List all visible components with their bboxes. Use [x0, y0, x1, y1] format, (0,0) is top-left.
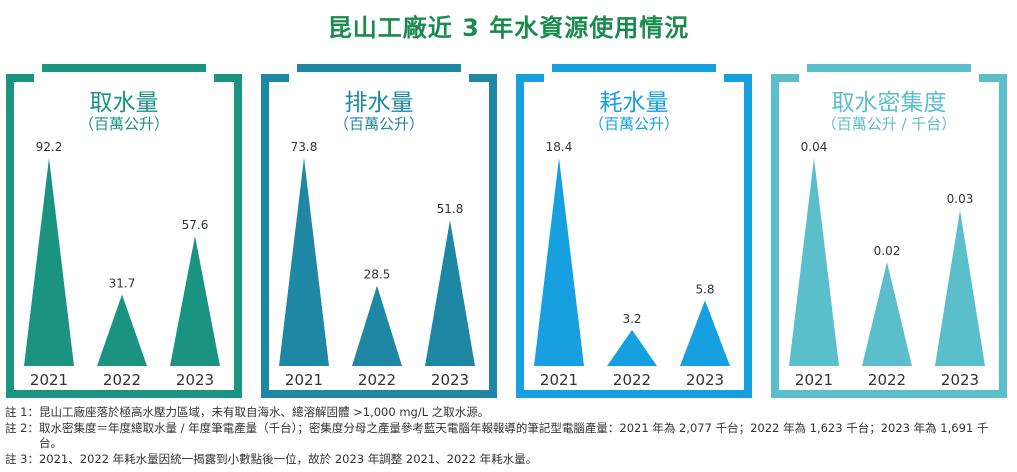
- chart-panel-water-consumption: 耗水量（百萬公升） 18.4 2021 3.2 2022 5.8 2023: [516, 64, 752, 398]
- triangle-bar: [607, 329, 657, 366]
- panel-unit: （百萬公升）: [79, 115, 169, 133]
- data-label: 73.8: [291, 140, 318, 154]
- panel-unit: （百萬公升）: [334, 115, 424, 133]
- category-label: 2021: [285, 371, 323, 389]
- panel-unit: （百萬公升 / 千台）: [822, 115, 957, 133]
- footnote-text: 2021、2022 年耗水量因統一揭露到小數點後一位，故於 2023 年調整 2…: [38, 451, 538, 466]
- triangle-bar: [789, 158, 839, 366]
- triangle-bar: [24, 158, 74, 366]
- panel-title: 取水量: [90, 90, 159, 116]
- category-label: 2022: [868, 371, 906, 389]
- data-label: 5.8: [695, 282, 714, 296]
- category-label: 2021: [795, 371, 833, 389]
- data-label: 57.6: [182, 218, 209, 232]
- category-label: 2023: [686, 371, 724, 389]
- triangle-bar: [935, 210, 985, 366]
- triangle-bar: [680, 300, 730, 366]
- data-label: 28.5: [364, 268, 391, 282]
- panel-inner: [269, 72, 489, 390]
- triangle-bar: [170, 236, 220, 366]
- category-label: 2023: [431, 371, 469, 389]
- panel-inner: [524, 72, 744, 390]
- data-label: 31.7: [109, 276, 136, 290]
- category-label: 2023: [176, 371, 214, 389]
- footnote-2: 註 2： 取水密集度＝年度總取水量 / 年度筆電產量（千台）；密集度分母之產量參…: [5, 421, 1010, 452]
- footnote-text: 昆山工廠座落於極高水壓力區域，未有取自海水、總溶解固體 >1,000 mg/L …: [38, 405, 490, 419]
- panel-title: 耗水量: [600, 90, 669, 116]
- category-label: 2022: [103, 371, 141, 389]
- panel-title: 取水密集度: [832, 90, 947, 116]
- panel-title: 排水量: [345, 90, 414, 116]
- data-label: 51.8: [437, 202, 464, 216]
- triangle-bar: [279, 158, 329, 366]
- footnotes: 註 1： 昆山工廠座落於極高水壓力區域，未有取自海水、總溶解固體 >1,000 …: [5, 405, 1010, 467]
- data-label: 0.04: [801, 140, 828, 154]
- footnote-1: 註 1： 昆山工廠座落於極高水壓力區域，未有取自海水、總溶解固體 >1,000 …: [5, 405, 1010, 421]
- chart-panel-water-discharge: 排水量（百萬公升） 73.8 2021 28.5 2022 51.8 2023: [261, 64, 497, 398]
- triangle-bar: [425, 220, 475, 366]
- panel-inner: [14, 72, 234, 390]
- chart-panel-withdrawal-intensity: 取水密集度（百萬公升 / 千台） 0.04 2021 0.02 2022 0.03 2023: [771, 64, 1007, 398]
- triangle-bar: [534, 158, 584, 366]
- footnote-marker: 註 3：: [5, 451, 39, 466]
- category-label: 2022: [613, 371, 651, 389]
- data-label: 3.2: [622, 312, 641, 326]
- triangle-bar: [862, 262, 912, 366]
- chart-panel-water-withdrawal: 取水量（百萬公升） 92.2 2021 31.7 2022 57.6 2023: [6, 64, 242, 398]
- data-label: 0.03: [947, 192, 974, 206]
- data-label: 18.4: [546, 140, 573, 154]
- page-title: 昆山工廠近 3 年水資源使用情況: [327, 14, 690, 42]
- footnote-3: 註 3： 2021、2022 年耗水量因統一揭露到小數點後一位，故於 2023 …: [5, 452, 1010, 468]
- category-label: 2023: [941, 371, 979, 389]
- category-label: 2022: [358, 371, 396, 389]
- category-label: 2021: [30, 371, 68, 389]
- footnote-text: 取水密集度＝年度總取水量 / 年度筆電產量（千台）；密集度分母之產量參考藍天電腦…: [38, 420, 989, 451]
- panel-unit: （百萬公升）: [589, 115, 679, 133]
- data-label: 0.02: [874, 244, 901, 258]
- footnote-marker: 註 2：: [5, 420, 39, 435]
- data-label: 92.2: [36, 140, 63, 154]
- triangle-bar: [352, 285, 402, 366]
- triangle-bar: [97, 294, 147, 366]
- footnote-marker: 註 1：: [5, 405, 39, 419]
- category-label: 2021: [540, 371, 578, 389]
